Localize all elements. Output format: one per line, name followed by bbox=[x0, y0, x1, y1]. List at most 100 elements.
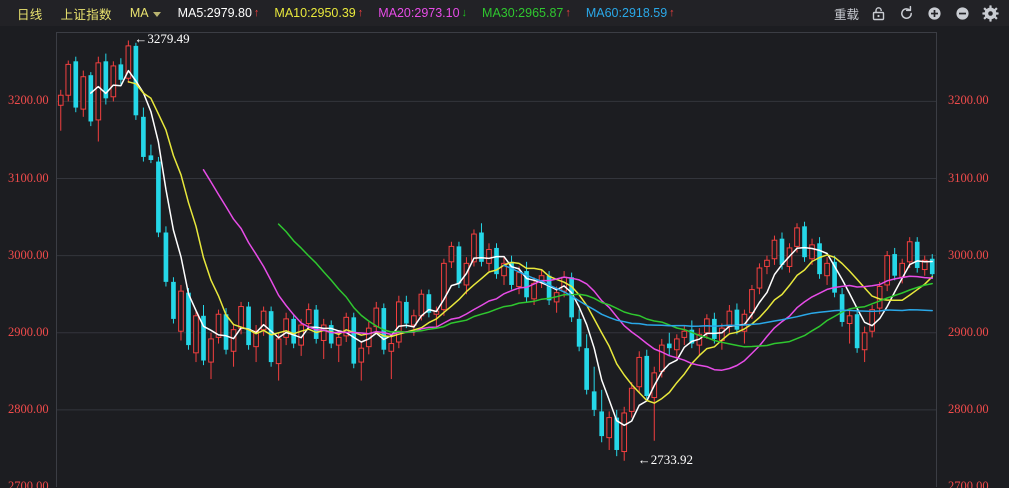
candle-63 bbox=[531, 282, 537, 300]
candle-14 bbox=[163, 232, 169, 282]
candle-47 bbox=[411, 315, 417, 326]
zoom-out-icon[interactable] bbox=[954, 5, 971, 22]
candle-103 bbox=[832, 261, 837, 293]
candle-68 bbox=[569, 277, 574, 318]
candle-24 bbox=[238, 306, 244, 329]
candle-82 bbox=[673, 338, 680, 351]
ma-legend-entry-3: MA30:2965.87 ↑ bbox=[482, 6, 571, 20]
candle-55 bbox=[471, 233, 477, 263]
chart-toolbar: 日线 上证指数 MA MA5:2979.80 ↑ MA10:2950.39 ↑ MA20… bbox=[0, 0, 1009, 26]
candle-74 bbox=[614, 417, 620, 450]
candlestick-series bbox=[57, 40, 935, 461]
candle-39 bbox=[351, 317, 357, 364]
candle-69 bbox=[576, 318, 582, 347]
lock-icon[interactable] bbox=[870, 5, 887, 22]
kline-svg bbox=[57, 40, 936, 461]
candle-57 bbox=[486, 248, 492, 264]
candle-108 bbox=[869, 309, 875, 332]
period-selector[interactable]: 日线 bbox=[17, 7, 43, 22]
candle-23 bbox=[230, 329, 237, 352]
candle-114 bbox=[914, 241, 920, 268]
ma-trend-up-icon: ↑ bbox=[565, 6, 571, 19]
ma-legend-entry-2: MA20:2973.10 ↓ bbox=[378, 6, 467, 20]
y-axis-label-left-5: 2700.00 bbox=[8, 479, 49, 488]
candle-42 bbox=[373, 307, 380, 328]
candle-75 bbox=[621, 412, 628, 453]
candle-95 bbox=[771, 239, 778, 260]
ma-line-MA60 bbox=[503, 264, 933, 328]
candle-43 bbox=[381, 308, 387, 350]
candle-77 bbox=[636, 356, 643, 388]
ma-trend-up-icon: ↑ bbox=[357, 6, 364, 19]
candle-3 bbox=[80, 76, 87, 110]
ma-legend-label: MA5:2979.80 bbox=[177, 6, 252, 20]
candle-22 bbox=[223, 314, 229, 350]
candle-38 bbox=[343, 316, 350, 337]
candle-60 bbox=[509, 261, 514, 285]
ma-trend-up-icon: ↑ bbox=[669, 6, 675, 19]
candle-76 bbox=[628, 387, 635, 412]
candle-30 bbox=[283, 318, 289, 338]
candle-29 bbox=[275, 338, 282, 365]
candle-56 bbox=[479, 232, 484, 262]
candle-106 bbox=[854, 314, 860, 349]
candle-25 bbox=[246, 306, 251, 346]
candle-1 bbox=[65, 63, 72, 96]
y-axis-label-left-1: 3100.00 bbox=[8, 170, 49, 185]
candle-78 bbox=[644, 355, 650, 396]
chevron-down-icon bbox=[152, 11, 161, 17]
ma-legend-label: MA10:2950.39 bbox=[274, 6, 356, 20]
candle-21 bbox=[215, 313, 222, 338]
candle-100 bbox=[809, 244, 815, 260]
candle-53 bbox=[456, 246, 462, 284]
candle-90 bbox=[734, 309, 740, 330]
ma-line-MA30 bbox=[277, 223, 933, 348]
candle-83 bbox=[681, 330, 688, 338]
candle-93 bbox=[756, 267, 763, 289]
indicator-selector[interactable]: MA bbox=[121, 6, 167, 20]
candle-8 bbox=[118, 64, 124, 80]
reload-button[interactable]: 重载 bbox=[833, 7, 859, 22]
candle-89 bbox=[726, 310, 733, 328]
candle-37 bbox=[335, 336, 342, 346]
candle-6 bbox=[103, 61, 109, 99]
y-axis-label-left-2: 3000.00 bbox=[8, 247, 49, 262]
candle-34 bbox=[313, 309, 319, 339]
candle-31 bbox=[291, 318, 296, 344]
candle-33 bbox=[305, 309, 312, 325]
candle-40 bbox=[358, 347, 365, 363]
y-axis-label-left-3: 2900.00 bbox=[8, 324, 49, 339]
candle-36 bbox=[328, 325, 334, 344]
candle-4 bbox=[88, 75, 94, 122]
refresh-icon[interactable] bbox=[898, 5, 915, 22]
candle-13 bbox=[156, 161, 161, 233]
candle-72 bbox=[599, 411, 605, 437]
candle-70 bbox=[584, 348, 589, 390]
gear-icon[interactable] bbox=[982, 4, 999, 22]
candle-104 bbox=[839, 294, 845, 322]
low-annotation: ←2733.92 bbox=[637, 451, 693, 467]
zoom-in-icon[interactable] bbox=[926, 5, 943, 22]
candle-0 bbox=[57, 94, 64, 106]
y-axis-label-right-2: 3000.00 bbox=[948, 247, 989, 262]
symbol-label[interactable]: 上证指数 bbox=[60, 7, 112, 22]
ma-line-MA10 bbox=[127, 81, 933, 404]
ma-trend-down-icon: ↓ bbox=[461, 6, 468, 19]
candle-65 bbox=[546, 275, 552, 301]
candle-20 bbox=[208, 338, 214, 363]
candle-67 bbox=[561, 276, 567, 292]
candle-94 bbox=[764, 259, 770, 267]
y-axis-label-left-0: 3200.00 bbox=[8, 93, 49, 108]
candle-51 bbox=[441, 262, 447, 311]
y-axis-label-left-4: 2800.00 bbox=[8, 401, 49, 416]
candle-80 bbox=[658, 344, 665, 372]
chart-canvas-area[interactable]: 3200.00 3200.00 3100.00 3100.00 3000.00 3000.… bbox=[0, 26, 1009, 488]
candle-18 bbox=[193, 315, 199, 354]
candle-19 bbox=[201, 315, 206, 361]
candle-2 bbox=[73, 61, 79, 108]
candle-96 bbox=[779, 238, 785, 265]
candle-17 bbox=[186, 292, 191, 346]
ma-legend-label: MA20:2973.10 bbox=[378, 6, 460, 20]
candle-28 bbox=[268, 311, 274, 363]
